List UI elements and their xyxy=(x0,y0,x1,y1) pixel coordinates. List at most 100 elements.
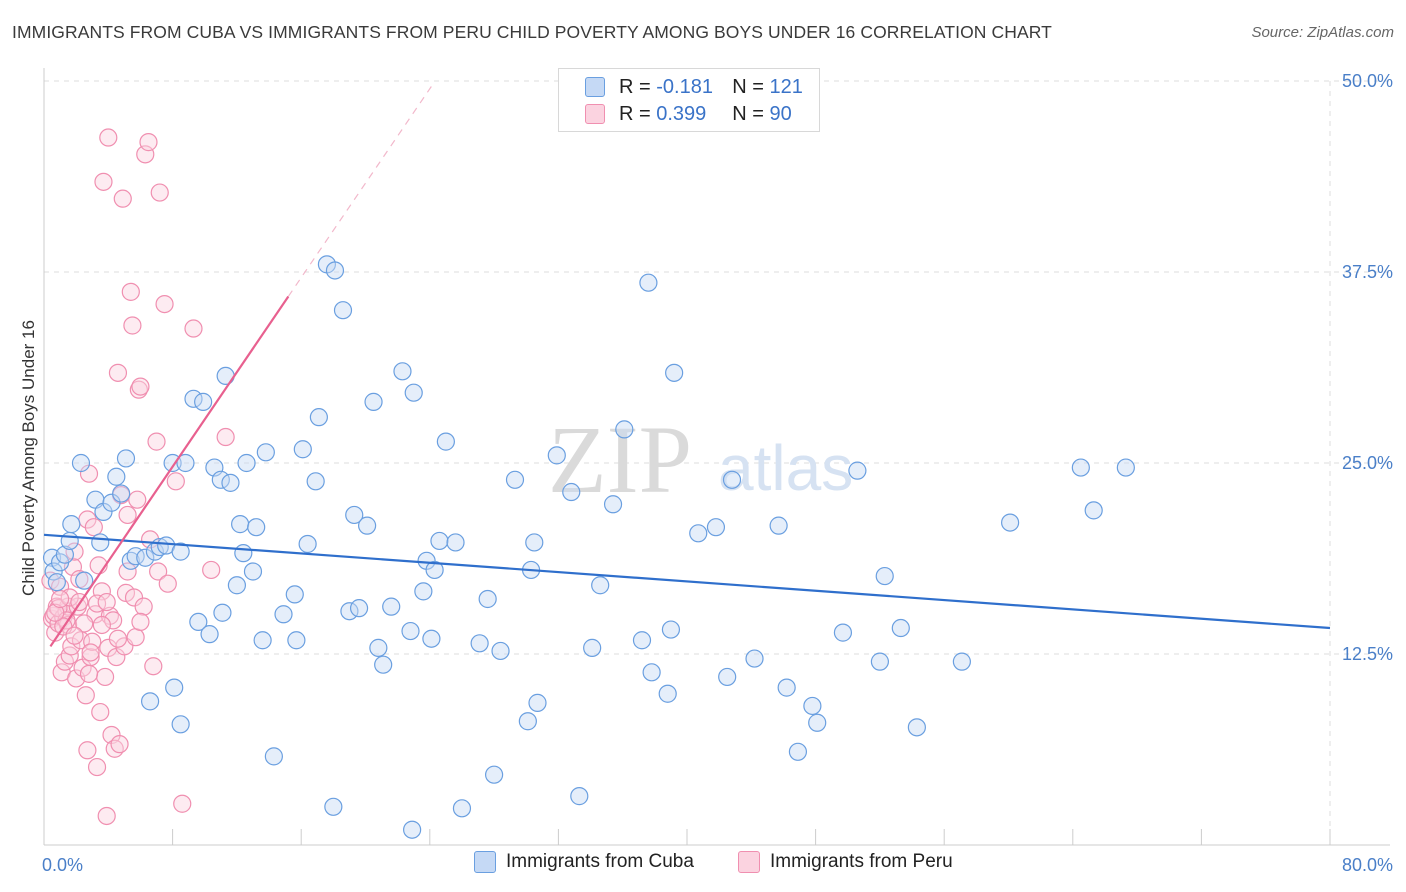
peru-point-14 xyxy=(62,637,81,656)
cuba-point-81 xyxy=(505,470,525,489)
cuba-point-43 xyxy=(253,631,272,650)
legend-item-cuba[interactable]: Immigrants from Cuba xyxy=(474,851,694,873)
peru-point-66 xyxy=(158,574,177,593)
cuba-point-2 xyxy=(47,573,66,592)
peru-point-34 xyxy=(94,172,113,191)
cuba-point-73 xyxy=(430,531,449,551)
cuba-point-82 xyxy=(518,712,537,731)
cuba-point-76 xyxy=(452,799,472,818)
cuba-point-49 xyxy=(293,440,312,459)
cuba-point-119 xyxy=(1116,458,1135,477)
peru-point-22 xyxy=(76,686,95,705)
cuba-point-13 xyxy=(107,467,126,486)
series-legend: Immigrants from Cuba Immigrants from Per… xyxy=(0,851,1406,879)
cuba-point-47 xyxy=(285,585,304,604)
cuba-points xyxy=(42,255,1135,839)
cuba-point-79 xyxy=(485,765,504,784)
x-tick-label-1: 80.0% xyxy=(1342,855,1393,875)
peru-point-50 xyxy=(121,282,140,301)
peru-point-32 xyxy=(91,702,110,722)
cuba-point-112 xyxy=(875,566,894,586)
cuba-point-111 xyxy=(870,652,890,671)
cuba-point-92 xyxy=(615,420,634,439)
peru-point-13 xyxy=(60,646,79,665)
cuba-point-36 xyxy=(221,473,240,492)
peru-point-78 xyxy=(81,643,100,662)
cuba-point-15 xyxy=(116,449,136,468)
cuba-point-109 xyxy=(833,623,853,642)
cuba-point-110 xyxy=(848,461,867,480)
peru-point-63 xyxy=(149,562,168,581)
cuba-point-115 xyxy=(952,652,971,671)
trend-lines xyxy=(43,83,1331,647)
cuba-point-37 xyxy=(227,576,246,595)
peru-points xyxy=(41,128,235,826)
correlation-legend: R = -0.181 N = 121 R = 0.399 N = 90 xyxy=(558,68,820,132)
cuba-point-27 xyxy=(176,453,195,473)
peru-point-54 xyxy=(128,490,147,509)
peru-point-46 xyxy=(113,189,132,208)
y-tick-label-0: 12.5% xyxy=(1342,644,1393,664)
peru-point-55 xyxy=(129,380,148,399)
cuba-point-45 xyxy=(264,747,283,766)
cuba-point-96 xyxy=(658,684,677,703)
cuba-point-88 xyxy=(570,787,589,806)
cuba-point-63 xyxy=(374,655,393,674)
peru-point-36 xyxy=(97,806,116,826)
cuba-point-31 xyxy=(200,625,219,644)
cuba-point-77 xyxy=(470,634,489,653)
peru-point-51 xyxy=(123,316,142,335)
y-axis-label: Child Poverty Among Boys Under 16 xyxy=(19,320,38,596)
peru-point-82 xyxy=(79,664,99,683)
cuba-point-107 xyxy=(803,696,822,716)
y-tick-label-2: 37.5% xyxy=(1342,262,1393,282)
cuba-point-94 xyxy=(639,273,658,292)
cuba-point-44 xyxy=(256,443,275,462)
peru-point-64 xyxy=(150,183,169,202)
cuba-point-59 xyxy=(349,599,369,618)
cuba-point-100 xyxy=(706,518,726,537)
peru-point-67 xyxy=(166,472,185,491)
cuba-point-25 xyxy=(171,542,190,561)
cuba-point-5 xyxy=(60,531,79,551)
legend-peru-swatch xyxy=(738,851,760,873)
cuba-point-101 xyxy=(718,667,737,687)
chart-title: IMMIGRANTS FROM CUBA VS IMMIGRANTS FROM … xyxy=(12,22,1052,42)
cuba-point-105 xyxy=(777,678,796,697)
cuba-point-89 xyxy=(583,638,602,657)
cuba-point-18 xyxy=(136,548,155,567)
cuba-point-65 xyxy=(393,362,412,381)
cuba-point-8 xyxy=(75,571,94,590)
cuba-point-113 xyxy=(891,618,910,638)
peru-r-value: 0.399 xyxy=(656,102,707,125)
cuba-point-55 xyxy=(325,261,345,280)
cuba-point-98 xyxy=(661,620,681,639)
cuba-point-72 xyxy=(425,560,444,580)
cuba-point-95 xyxy=(642,663,661,682)
cuba-point-78 xyxy=(478,589,497,609)
peru-point-74 xyxy=(75,614,94,633)
peru-point-49 xyxy=(118,505,137,525)
cuba-point-42 xyxy=(247,518,266,537)
cuba-point-54 xyxy=(324,797,343,816)
cuba-point-38 xyxy=(231,515,250,534)
peru-point-89 xyxy=(131,612,150,632)
cuba-point-24 xyxy=(165,678,184,697)
peru-point-43 xyxy=(108,363,128,382)
peru-point-24 xyxy=(78,741,97,760)
cuba-point-67 xyxy=(403,820,422,839)
cuba-point-19 xyxy=(140,692,160,711)
cuba-point-64 xyxy=(382,597,401,616)
source-credit: Source: ZipAtlas.com xyxy=(1251,24,1394,41)
cuba-point-117 xyxy=(1071,458,1090,477)
cuba-point-46 xyxy=(274,605,293,624)
peru-point-88 xyxy=(118,562,137,581)
cuba-point-52 xyxy=(309,408,328,427)
legend-item-peru[interactable]: Immigrants from Peru xyxy=(738,851,953,873)
cuba-point-12 xyxy=(102,493,121,512)
peru-point-56 xyxy=(131,377,150,396)
peru-point-87 xyxy=(97,592,116,612)
cuba-point-99 xyxy=(689,524,708,543)
x-tick-label-0: 0.0% xyxy=(42,855,83,875)
cuba-point-51 xyxy=(306,472,325,491)
